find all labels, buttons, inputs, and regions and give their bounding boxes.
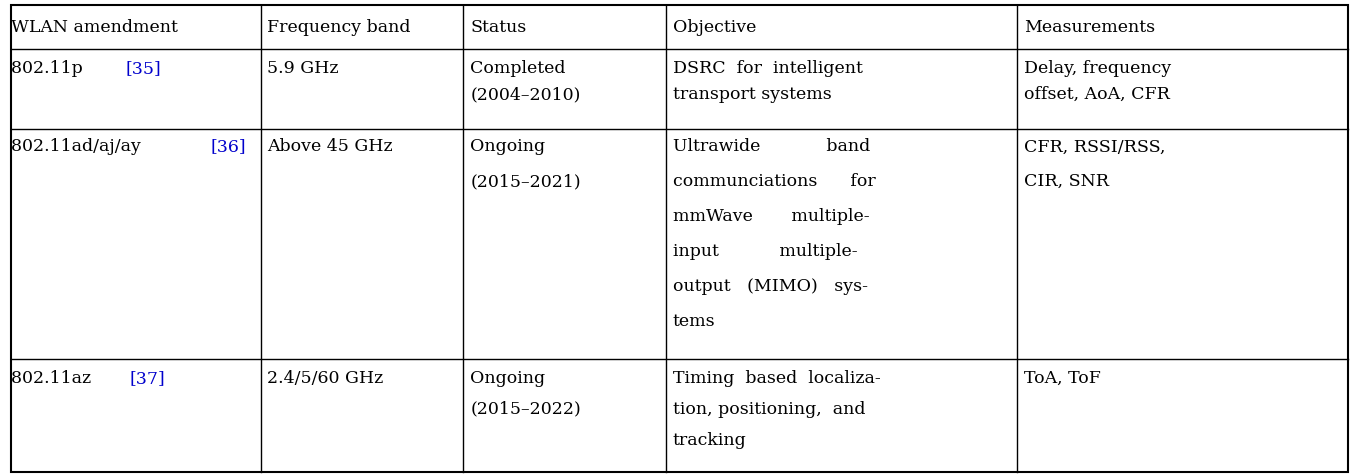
Text: tion, positioning,  and: tion, positioning, and [673, 400, 865, 417]
Text: CFR, RSSI/RSS,: CFR, RSSI/RSS, [1024, 138, 1166, 155]
Text: offset, AoA, CFR: offset, AoA, CFR [1024, 86, 1170, 103]
Text: WLAN amendment: WLAN amendment [11, 19, 178, 36]
Text: Ongoing: Ongoing [470, 138, 546, 155]
Text: 802.11az: 802.11az [11, 369, 96, 386]
Text: DSRC  for  intelligent: DSRC for intelligent [673, 60, 863, 77]
Text: [37]: [37] [130, 369, 165, 386]
Text: Ongoing: Ongoing [470, 369, 546, 386]
Text: tracking: tracking [673, 431, 747, 448]
Text: Delay, frequency: Delay, frequency [1024, 60, 1171, 77]
Text: CIR, SNR: CIR, SNR [1024, 173, 1109, 190]
Text: 2.4/5/60 GHz: 2.4/5/60 GHz [267, 369, 384, 386]
Text: (2015–2022): (2015–2022) [470, 400, 581, 417]
Text: transport systems: transport systems [673, 86, 832, 103]
Text: communciations      for: communciations for [673, 173, 875, 190]
Text: Status: Status [470, 19, 527, 36]
Text: 802.11p: 802.11p [11, 60, 88, 77]
Text: ToA, ToF: ToA, ToF [1024, 369, 1101, 386]
Text: (2004–2010): (2004–2010) [470, 86, 581, 103]
Text: 802.11ad/aj/ay: 802.11ad/aj/ay [11, 138, 146, 155]
Text: Timing  based  localiza-: Timing based localiza- [673, 369, 881, 386]
Text: Objective: Objective [673, 19, 757, 36]
Text: [35]: [35] [126, 60, 161, 77]
Text: 5.9 GHz: 5.9 GHz [267, 60, 339, 77]
Text: Frequency band: Frequency band [267, 19, 411, 36]
Text: [36]: [36] [211, 138, 246, 155]
Text: Above 45 GHz: Above 45 GHz [267, 138, 393, 155]
Text: Ultrawide            band: Ultrawide band [673, 138, 870, 155]
Text: Measurements: Measurements [1024, 19, 1155, 36]
Text: mmWave       multiple-: mmWave multiple- [673, 208, 870, 225]
Text: input           multiple-: input multiple- [673, 242, 858, 259]
Text: (2015–2021): (2015–2021) [470, 173, 581, 190]
Text: tems: tems [673, 312, 716, 329]
Text: output   (MIMO)   sys-: output (MIMO) sys- [673, 277, 867, 294]
Text: Completed: Completed [470, 60, 566, 77]
